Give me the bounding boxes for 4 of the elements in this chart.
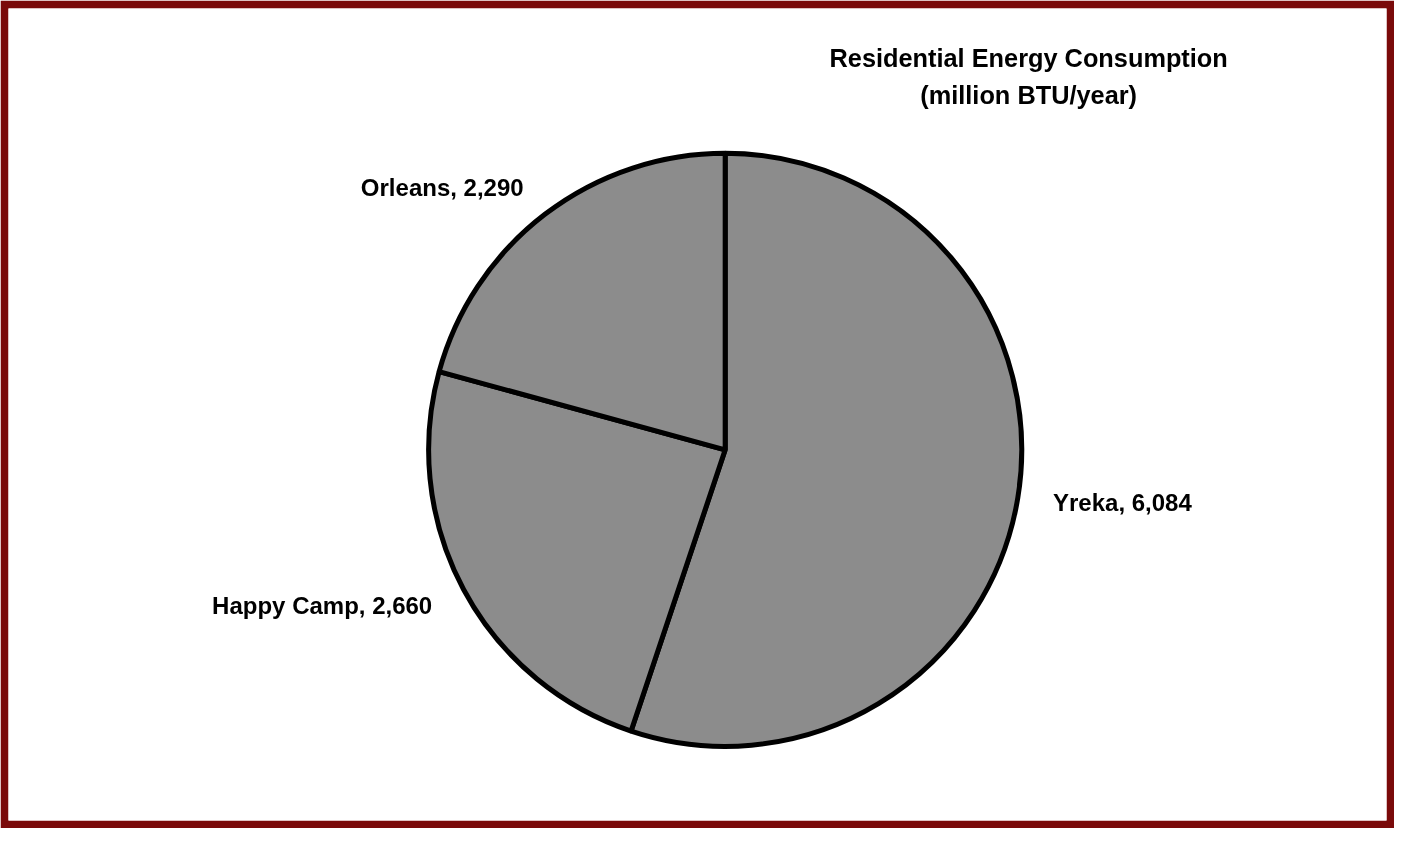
slice-label: Yreka, 6,084 [1053,489,1193,517]
slice-label: Orleans, 2,290 [360,174,524,202]
chart-title: Residential Energy Consumption (million BTU/year) [829,43,1228,109]
slice-label: Happy Camp, 2,660 [212,591,433,619]
